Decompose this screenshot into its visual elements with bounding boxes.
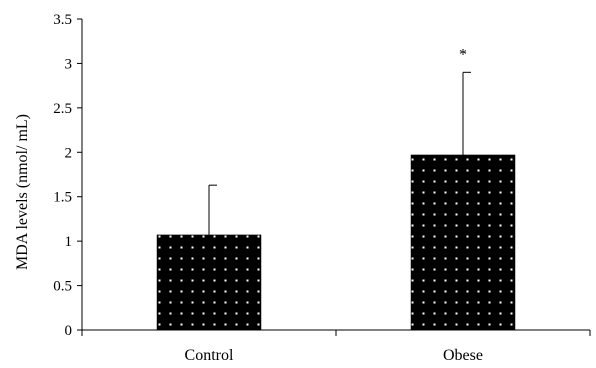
y-tick-label: 0.5 xyxy=(53,279,72,295)
y-tick-label: 2.5 xyxy=(53,101,72,117)
y-tick-label: 0 xyxy=(65,323,73,339)
annotations: * xyxy=(459,46,467,63)
y-axis-title: MDA levels (nmol/ mL) xyxy=(14,114,31,270)
x-axis: Control Obese xyxy=(81,329,591,364)
y-tick-label: 1.5 xyxy=(53,190,72,206)
significance-marker: * xyxy=(459,46,467,63)
y-tick-label: 3 xyxy=(65,56,73,72)
y-tick-label: 2 xyxy=(65,145,73,161)
bar-control xyxy=(156,234,262,331)
x-tick-label-control: Control xyxy=(185,347,234,364)
bar-obese xyxy=(410,154,516,331)
y-tick-label: 3.5 xyxy=(53,12,72,28)
y-axis: 0 0.5 1 1.5 2 2.5 3 3.5 xyxy=(53,12,83,339)
error-bars xyxy=(208,71,471,235)
y-tick-label: 1 xyxy=(65,234,73,250)
x-tick-label-obese: Obese xyxy=(443,347,483,364)
bars xyxy=(156,154,516,331)
